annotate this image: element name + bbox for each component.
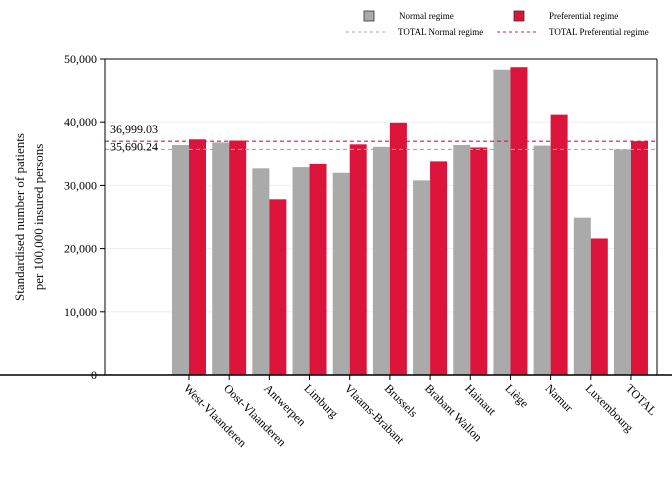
legend-swatch [513, 10, 525, 22]
x-tick-label: Liège [502, 381, 531, 410]
bar-normal-11 [613, 149, 631, 375]
reference-lines: 36,999.03 35,690.24 [105, 122, 657, 153]
bar-preferential-5 [389, 122, 407, 375]
x-tick-label: TOTAL [623, 381, 660, 418]
bar-preferential-9 [550, 114, 568, 375]
y-tick-label: 10,000 [64, 305, 97, 319]
y-axis-label-line2: per 100,000 insured persons [31, 143, 46, 291]
reference-value-label: 36,999.03 [110, 122, 158, 136]
bar-normal-0 [172, 144, 189, 375]
x-tick-label: Limburg [301, 381, 340, 420]
y-axis-label-line1: Standardised number of patients [12, 133, 27, 301]
bar-preferential-7 [470, 147, 488, 375]
bar-normal-9 [533, 145, 551, 375]
legend-swatch [363, 10, 375, 22]
x-tick-label: Hainaut [462, 381, 499, 418]
bar-normal-2 [252, 168, 270, 375]
x-tick-labels: West-VlaanderenOost-VlaanderenAntwerpenL… [181, 381, 660, 450]
bar-normal-6 [413, 180, 431, 375]
bar-preferential-3 [309, 163, 327, 375]
bar-normal-3 [292, 167, 310, 375]
x-tick-label: Brussels [382, 381, 421, 420]
bar-preferential-6 [430, 161, 448, 375]
bar-preferential-2 [269, 199, 287, 375]
legend-label: Normal regime [399, 11, 454, 21]
bar-normal-7 [453, 144, 471, 375]
bar-normal-4 [332, 172, 350, 375]
legend-label: TOTAL Normal regime [398, 27, 483, 37]
legend-label: Preferential regime [549, 11, 618, 21]
x-tick-label: Namur [542, 381, 575, 414]
y-tick-label: 40,000 [64, 115, 97, 129]
bar-normal-10 [573, 217, 591, 375]
bar-preferential-10 [590, 238, 608, 375]
legend: Normal regime Preferential regime TOTAL No… [346, 10, 649, 37]
bar-preferential-0 [189, 139, 206, 375]
bar-normal-8 [493, 69, 511, 375]
bar-preferential-11 [630, 141, 648, 375]
legend-label: TOTAL Preferential regime [549, 27, 649, 37]
bar-normal-1 [212, 142, 230, 375]
y-tick-label: 20,000 [64, 242, 97, 256]
bar-preferential-1 [229, 140, 247, 375]
bar-normal-5 [372, 146, 390, 375]
plot-area [172, 67, 648, 375]
y-tick-label: 30,000 [64, 178, 97, 192]
bar-preferential-8 [510, 67, 528, 375]
bar-preferential-4 [349, 144, 367, 375]
y-tick-label: 50,000 [64, 52, 97, 66]
reference-value-label: 35,690.24 [110, 139, 158, 153]
